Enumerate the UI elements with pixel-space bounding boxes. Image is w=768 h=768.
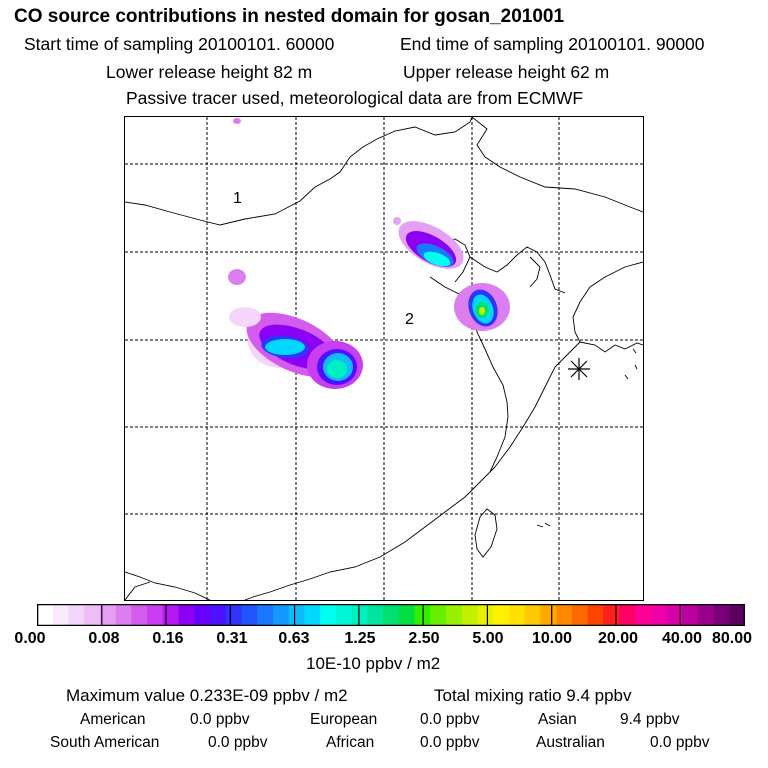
colorbar-swatch — [603, 604, 620, 626]
colorbar-swatch — [619, 604, 636, 626]
tracer-note: Passive tracer used, meteorological data… — [126, 88, 584, 108]
plot-title: CO source contributions in nested domain… — [14, 6, 565, 27]
colorbar-swatch — [257, 604, 274, 626]
colorbar-swatch — [556, 604, 573, 626]
colorbar-swatch — [335, 604, 353, 626]
region-label-2: 1 — [233, 190, 242, 207]
colorbar-swatch — [509, 604, 526, 626]
colorbar-swatch — [99, 604, 117, 626]
colorbar-tick: 0.31 — [216, 630, 248, 647]
max-value: Maximum value 0.233E-09 ppbv / m2 — [66, 686, 348, 705]
colorbar-swatch — [477, 604, 494, 626]
colorbar-tick: 40.00 — [661, 630, 703, 647]
lower-release-height: Lower release height 82 m — [106, 62, 313, 82]
colorbar-swatch — [194, 604, 211, 626]
sampling-start: Start time of sampling 20100101. 60000 — [24, 34, 335, 54]
colorbar-swatch — [241, 604, 258, 626]
region-name: South American — [50, 734, 160, 751]
colorbar-swatch — [288, 604, 305, 626]
region-value: 0.0 ppbv — [190, 711, 250, 728]
region-name: Asian — [538, 711, 577, 728]
colorbar-swatch — [571, 604, 589, 626]
colorbar-swatch — [587, 604, 604, 626]
plume-north — [393, 217, 464, 269]
colorbar-swatch — [446, 604, 463, 626]
colorbar-swatches — [36, 603, 746, 627]
colorbar-swatch — [84, 604, 101, 626]
upper-release-height: Upper release height 62 m — [403, 62, 610, 82]
plume-coast — [454, 283, 510, 331]
region-value: 9.4 ppbv — [620, 711, 680, 728]
graticule — [125, 117, 643, 600]
colorbar-tick: 5.00 — [472, 630, 504, 647]
colorbar-swatch — [367, 604, 384, 626]
colorbar-swatch — [650, 604, 667, 626]
colorbar-swatch — [304, 604, 321, 626]
colorbar-tick: 1.25 — [344, 630, 376, 647]
colorbar-tick: 2.50 — [408, 630, 440, 647]
colorbar-tick: 0.16 — [152, 630, 184, 647]
colorbar-swatch — [37, 604, 54, 626]
sampling-end: End time of sampling 20100101. 90000 — [400, 34, 705, 54]
region-name: European — [310, 711, 378, 728]
colorbar-swatch — [461, 604, 479, 626]
colorbar-swatch — [210, 604, 227, 626]
colorbar-tick: 20.00 — [597, 630, 639, 647]
colorbar-swatch — [540, 604, 557, 626]
colorbar-swatch — [430, 604, 447, 626]
colorbar-swatch — [273, 604, 290, 626]
colorbar-swatch — [131, 604, 148, 626]
colorbar-swatch — [524, 604, 541, 626]
receptor-star-icon — [568, 358, 590, 380]
colorbar-swatch — [147, 604, 164, 626]
colorbar-swatch — [682, 604, 699, 626]
colorbar-swatch — [713, 604, 730, 626]
colorbar-tick: 10.00 — [531, 630, 573, 647]
total-mixing-ratio: Total mixing ratio 9.4 ppbv — [434, 686, 632, 705]
colorbar-swatch — [320, 604, 337, 626]
colorbar-swatch — [52, 604, 69, 626]
colorbar-swatch — [697, 604, 715, 626]
colorbar-swatch — [162, 604, 180, 626]
colorbar-swatch — [178, 604, 195, 626]
colorbar-unit: 10E-10 ppbv / m2 — [306, 654, 441, 673]
colorbar — [36, 603, 746, 627]
region-value: 0.0 ppbv — [420, 734, 480, 751]
colorbar-swatch — [351, 604, 368, 626]
colorbar-swatch — [383, 604, 400, 626]
region-name: American — [80, 711, 146, 728]
colorbar-tick: 0.08 — [88, 630, 120, 647]
region-name: Australian — [536, 734, 605, 751]
region-label-1: 2 — [405, 311, 414, 328]
colorbar-frame — [36, 603, 746, 627]
region-value: 0.0 ppbv — [208, 734, 268, 751]
colorbar-swatch — [666, 604, 683, 626]
colorbar-swatch — [225, 604, 243, 626]
map-panel: 1 2 — [124, 116, 644, 601]
colorbar-tick: 0.00 — [14, 630, 46, 647]
colorbar-swatch — [634, 604, 652, 626]
colorbar-swatch — [729, 604, 746, 626]
colorbar-swatch — [115, 604, 132, 626]
colorbar-swatch — [68, 604, 85, 626]
plume-west — [228, 118, 363, 389]
map-canvas: 1 2 — [125, 117, 643, 600]
colorbar-tick: 80.00 — [711, 630, 753, 647]
colorbar-swatch — [493, 604, 510, 626]
region-value: 0.0 ppbv — [650, 734, 710, 751]
colorbar-tick: 0.63 — [278, 630, 310, 647]
colorbar-swatch — [398, 604, 416, 626]
region-name: African — [326, 734, 375, 751]
region-value: 0.0 ppbv — [420, 711, 480, 728]
